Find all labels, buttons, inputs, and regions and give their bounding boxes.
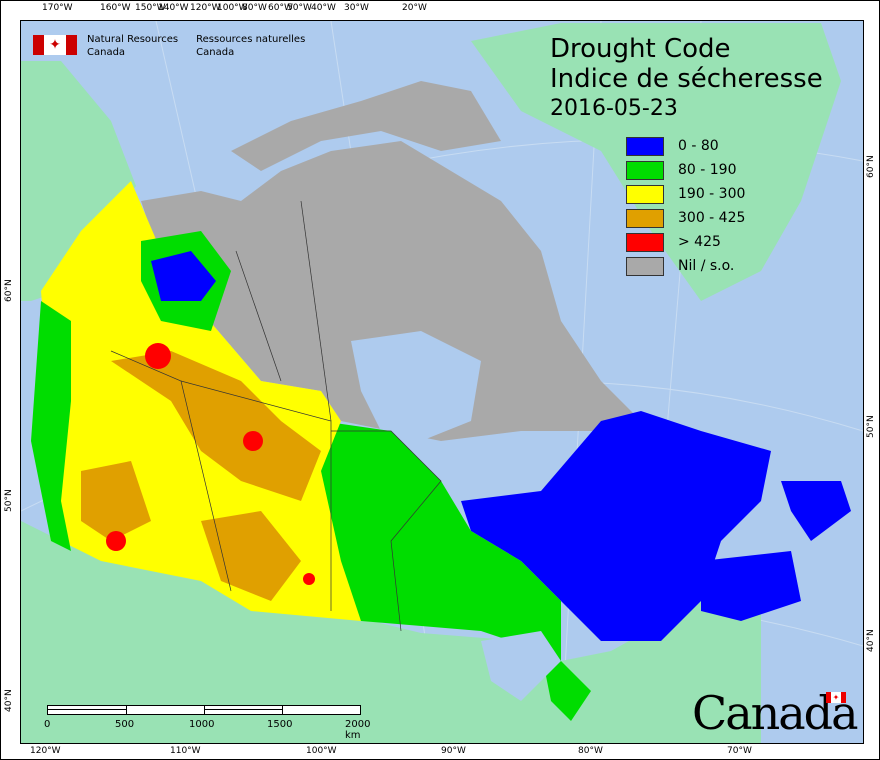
map-title: Drought Code Indice de sécheresse — [550, 34, 823, 94]
legend-label: 0 - 80 — [678, 138, 719, 154]
legend: 0 - 80 80 - 190 190 - 300 300 - 425 > 425 Nil… — [626, 134, 745, 278]
map-canvas — [21, 21, 863, 743]
scale-label: 1000 — [189, 719, 215, 730]
scale-bar: 0 500 1000 1500 2000 km — [44, 705, 370, 741]
scale-label: 2000 km — [345, 719, 371, 741]
nil-islands — [231, 81, 501, 171]
bottom-tick: 70°W — [727, 746, 752, 756]
legend-swatch — [626, 208, 664, 228]
bottom-tick: 100°W — [306, 746, 337, 756]
legend-swatch — [626, 256, 664, 276]
legend-swatch — [626, 160, 664, 180]
legend-label: > 425 — [678, 234, 721, 250]
top-tick: 140°W — [158, 3, 189, 13]
right-tick: 60°N — [866, 155, 876, 178]
great-lakes — [481, 631, 561, 701]
scale-label: 500 — [115, 719, 135, 730]
top-tick: 20°W — [402, 3, 427, 13]
right-tick: 50°N — [866, 415, 876, 438]
bottom-tick: 120°W — [30, 746, 61, 756]
title-en: Drought Code — [550, 34, 731, 64]
top-tick: 60°W — [268, 3, 293, 13]
legend-item: 0 - 80 — [626, 134, 745, 158]
legend-item: > 425 — [626, 230, 745, 254]
alaska-land — [21, 61, 136, 301]
right-tick: 40°N — [866, 629, 876, 652]
org-name-en: Natural Resources — [87, 34, 179, 45]
top-tick: 40°W — [311, 3, 336, 13]
legend-swatch — [626, 184, 664, 204]
nrcan-signature: ✦ Natural Resources Canada Ressources na… — [33, 33, 305, 59]
top-tick: 170°W — [42, 3, 73, 13]
top-tick: 80°W — [242, 3, 267, 13]
blue-newfoundland — [781, 481, 851, 541]
top-tick: 30°W — [344, 3, 369, 13]
org-name-fr: Ressources naturelles — [196, 34, 306, 45]
title-fr: Indice de sécheresse — [550, 64, 823, 94]
canada-flag-icon: ✦ — [33, 35, 77, 55]
hudson-bay — [351, 331, 481, 441]
legend-item: 300 - 425 — [626, 206, 745, 230]
green-coast — [31, 301, 71, 551]
org-name-en-2: Canada — [87, 47, 126, 58]
blue-north — [151, 251, 216, 301]
red-patch — [145, 343, 171, 369]
legend-swatch — [626, 136, 664, 156]
red-patch — [303, 573, 315, 585]
orange-region — [81, 461, 151, 541]
top-tick: 160°W — [100, 3, 131, 13]
blue-maritimes — [701, 551, 801, 621]
legend-item: 190 - 300 — [626, 182, 745, 206]
top-tick: 120°W — [190, 3, 221, 13]
orange-region — [201, 511, 301, 601]
legend-label: 190 - 300 — [678, 186, 746, 202]
drought-map[interactable]: ✦ Natural Resources Canada Ressources na… — [20, 20, 864, 744]
bottom-tick: 90°W — [441, 746, 466, 756]
wordmark-flag-icon: ✦ — [826, 692, 846, 703]
map-date: 2016-05-23 — [550, 96, 678, 121]
legend-label: Nil / s.o. — [678, 258, 735, 274]
nil-region — [141, 141, 641, 441]
red-patch — [243, 431, 263, 451]
legend-item: Nil / s.o. — [626, 254, 745, 278]
legend-swatch — [626, 232, 664, 252]
left-tick: 50°N — [4, 489, 14, 512]
province-borders — [110, 200, 442, 632]
bottom-tick: 80°W — [578, 746, 603, 756]
org-name-fr-2: Canada — [196, 47, 235, 58]
left-tick: 60°N — [4, 279, 14, 302]
legend-label: 80 - 190 — [678, 162, 737, 178]
top-tick: 100°W — [217, 3, 248, 13]
left-tick: 40°N — [4, 689, 14, 712]
legend-label: 300 - 425 — [678, 210, 746, 226]
green-region — [311, 421, 591, 721]
legend-item: 80 - 190 — [626, 158, 745, 182]
top-tick: 50°W — [287, 3, 312, 13]
orange-region — [111, 351, 321, 501]
top-tick: 150°W — [135, 3, 166, 13]
scale-label: 0 — [44, 719, 51, 730]
bottom-tick: 110°W — [170, 746, 201, 756]
blue-region-east — [461, 411, 771, 641]
red-patch — [106, 531, 126, 551]
scale-label: 1500 — [267, 719, 293, 730]
